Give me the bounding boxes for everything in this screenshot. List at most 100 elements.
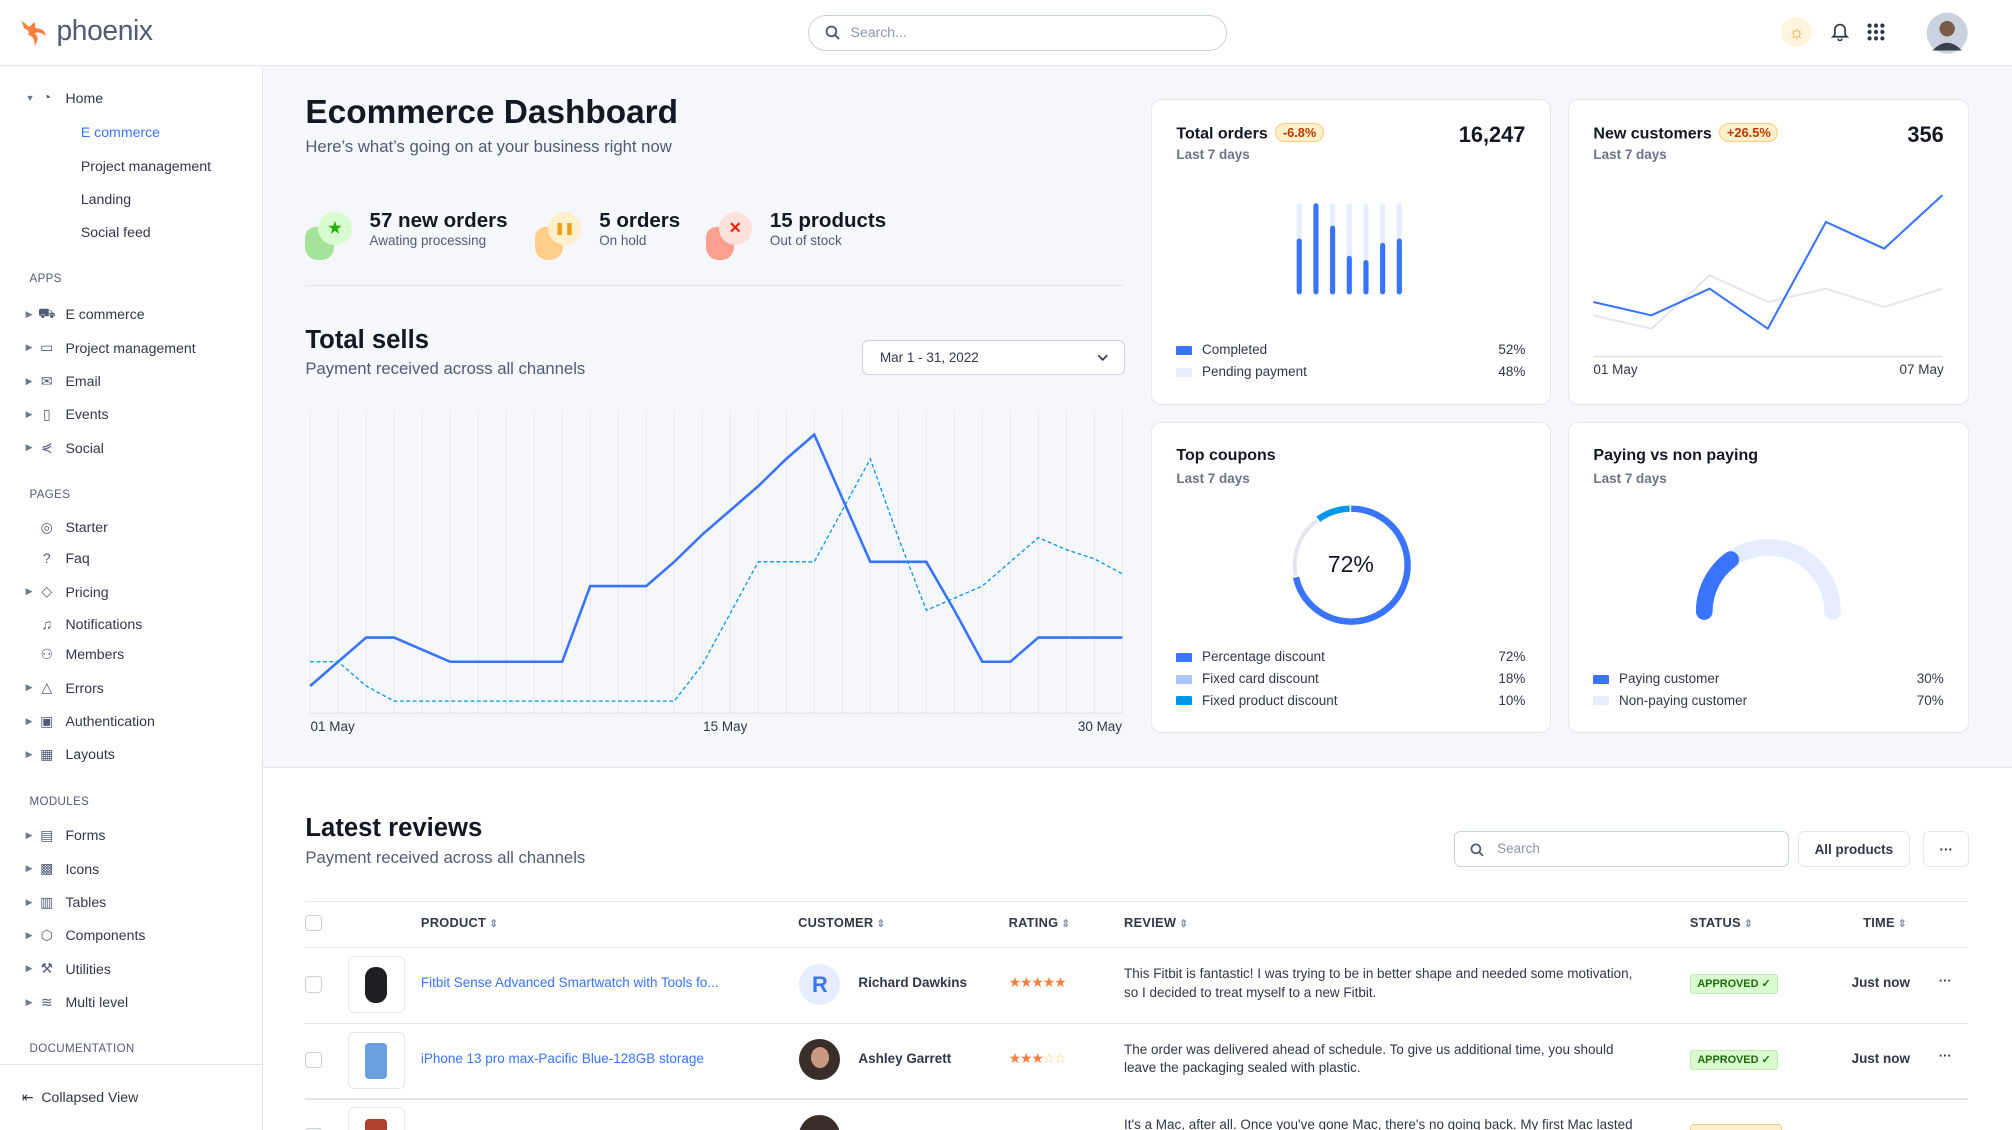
row-checkbox[interactable] (305, 1052, 322, 1069)
x-icon: ✕ (705, 209, 757, 261)
legend-value: 30% (1916, 670, 1944, 686)
search-icon (1470, 843, 1484, 857)
sidebar-item-icons[interactable]: ▶ ▩ Icons (0, 856, 262, 882)
bell-icon: ♫ (41, 615, 53, 632)
sidebar-item-label: Social feed (80, 224, 151, 241)
sidebar-item-tables[interactable]: ▶ ▥ Tables (0, 889, 262, 915)
column-header-customer[interactable]: CUSTOMER ⇕ (798, 915, 885, 930)
donut-slice (1292, 507, 1410, 624)
sidebar-item-home[interactable]: ▼ ◔ Home (0, 85, 262, 111)
select-all-checkbox[interactable] (305, 914, 322, 931)
column-header-status[interactable]: STATUS ⇕ (1690, 915, 1753, 930)
row-checkbox[interactable] (305, 976, 322, 993)
product-link[interactable]: Fitbit Sense Advanced Smartwatch with To… (420, 975, 719, 991)
caret-right-icon: ▶ (25, 896, 33, 907)
sidebar-item-components[interactable]: ▶ ⬡ Components (0, 923, 262, 949)
product-thumbnail[interactable] (347, 955, 405, 1014)
sidebar-item-label: Landing (80, 190, 132, 207)
sidebar-item-label: Pricing (65, 583, 109, 600)
collapse-sidebar-button[interactable]: ⇤ Collapsed View (22, 1089, 139, 1106)
tag-icon: ◇ (41, 583, 53, 600)
sidebar-item-project-management[interactable]: Project management (0, 153, 262, 179)
sidebar-item-e-commerce[interactable]: E commerce (0, 119, 262, 145)
more-options-button[interactable]: ··· (1923, 831, 1970, 867)
product-thumbnail[interactable] (347, 1107, 405, 1130)
stat-text: 57 new orders Awating processing (370, 209, 508, 260)
column-header-label: STATUS (1689, 914, 1741, 930)
sidebar-item-events[interactable]: ▶ ▯ Events (0, 402, 262, 428)
caret-right-icon: ▶ (25, 408, 33, 419)
card-subtitle: Last 7 days (1176, 147, 1250, 163)
status-badge (1689, 1124, 1782, 1130)
column-header-time[interactable]: TIME ⇕ (1863, 915, 1907, 930)
date-range-value: Mar 1 - 31, 2022 (879, 350, 979, 365)
row-divider (305, 1022, 1969, 1024)
sidebar-item-notifications[interactable]: ♫ Notifications (0, 611, 262, 637)
column-header-review[interactable]: REVIEW ⇕ (1124, 915, 1188, 930)
stat-2: ❚❚ 5 orders On hold (535, 209, 680, 261)
sidebar-item-landing[interactable]: Landing (0, 186, 262, 212)
star-filled-icon: ★ (1008, 1049, 1022, 1066)
sidebar-item-multi-level[interactable]: ▶ ≋ Multi level (0, 989, 262, 1015)
column-header-rating[interactable]: RATING ⇕ (1009, 915, 1071, 930)
sun-icon[interactable]: ☼ (1781, 16, 1812, 48)
stat-3: ✕ 15 products Out of stock (705, 209, 886, 261)
page-title: Ecommerce Dashboard (305, 93, 679, 131)
product-thumbnail[interactable] (347, 1031, 405, 1089)
user-avatar[interactable] (1926, 12, 1968, 54)
sidebar-item-forms[interactable]: ▶ ▤ Forms (0, 823, 262, 849)
paying-vs-nonpaying-card: Paying vs non paying Last 7 days Paying … (1568, 422, 1970, 734)
sidebar-item-label: Project management (65, 339, 196, 356)
sidebar-item-email[interactable]: ▶ ✉ Email (0, 368, 262, 394)
reviews-search-input[interactable]: Search (1453, 831, 1790, 867)
sidebar-item-label: Layouts (65, 746, 115, 763)
legend-value: 70% (1916, 692, 1944, 708)
caret-down-icon: ▼ (25, 92, 35, 103)
sidebar-item-faq[interactable]: ? Faq (0, 545, 262, 571)
customer-avatar[interactable]: R (799, 963, 841, 1005)
new-customers-line-chart (1593, 194, 1944, 358)
sidebar-section-heading: PAGES (29, 488, 71, 501)
card-title-text: Total orders (1176, 124, 1268, 143)
card-title-text: New customers (1593, 124, 1712, 143)
sidebar-item-utilities[interactable]: ▶ ⚒ Utilities (0, 956, 262, 982)
column-header-label: REVIEW (1124, 914, 1177, 930)
star-filled-icon: ★ (1031, 1049, 1044, 1066)
columns-icon: ▥ (40, 893, 54, 910)
customer-name[interactable]: Ashley Garrett (858, 1050, 952, 1066)
card-title: Paying vs non paying (1593, 446, 1759, 465)
sidebar-item-social-feed[interactable]: Social feed (0, 219, 262, 245)
sidebar-item-members[interactable]: ⚇ Members (0, 642, 262, 668)
app-logo-text[interactable]: phoenix (56, 14, 153, 47)
sidebar-item-authentication[interactable]: ▶ ▣ Authentication (0, 708, 262, 734)
status-badge: APPROVED ✓ (1689, 1049, 1778, 1070)
series-line-dashed (310, 457, 1124, 702)
row-checkbox[interactable] (305, 1127, 322, 1130)
customer-name[interactable]: Richard Dawkins (858, 975, 967, 991)
sidebar-item-errors[interactable]: ▶ △ Errors (0, 675, 262, 701)
date-range-select[interactable]: Mar 1 - 31, 2022 (862, 340, 1125, 376)
product-link[interactable]: iPhone 13 pro max-Pacific Blue-128GB sto… (420, 1050, 704, 1066)
phoenix-logo-icon[interactable] (19, 18, 50, 49)
apps-grid-icon[interactable] (1867, 23, 1885, 41)
card-title: Top coupons (1176, 446, 1276, 465)
sidebar-item-e-commerce[interactable]: ▶ ⛟ E commerce (0, 302, 262, 328)
avatar-initial: R (812, 971, 828, 997)
sidebar-item-social[interactable]: ▶ ⋞ Social (0, 435, 262, 461)
column-header-product[interactable]: PRODUCT ⇕ (421, 915, 498, 930)
row-actions-button[interactable]: ··· (1938, 972, 1952, 988)
paying-gauge-chart (1695, 539, 1841, 621)
bell-icon[interactable] (1831, 22, 1850, 42)
global-search-input[interactable]: Search... (808, 15, 1228, 51)
customer-avatar[interactable] (799, 1115, 841, 1130)
all-products-button[interactable]: All products (1797, 831, 1911, 867)
row-actions-button[interactable]: ··· (1938, 1048, 1952, 1064)
legend-value: 52% (1498, 342, 1526, 358)
sidebar-item-project-management[interactable]: ▶ ▭ Project management (0, 335, 262, 361)
sidebar-item-pricing[interactable]: ▶ ◇ Pricing (0, 579, 262, 605)
file-text-icon: ▤ (40, 826, 54, 843)
customer-avatar[interactable] (799, 1039, 841, 1081)
sidebar-divider (0, 1063, 262, 1065)
sidebar-item-layouts[interactable]: ▶ ▦ Layouts (0, 742, 262, 768)
sidebar-item-starter[interactable]: ◎ Starter (0, 515, 262, 541)
